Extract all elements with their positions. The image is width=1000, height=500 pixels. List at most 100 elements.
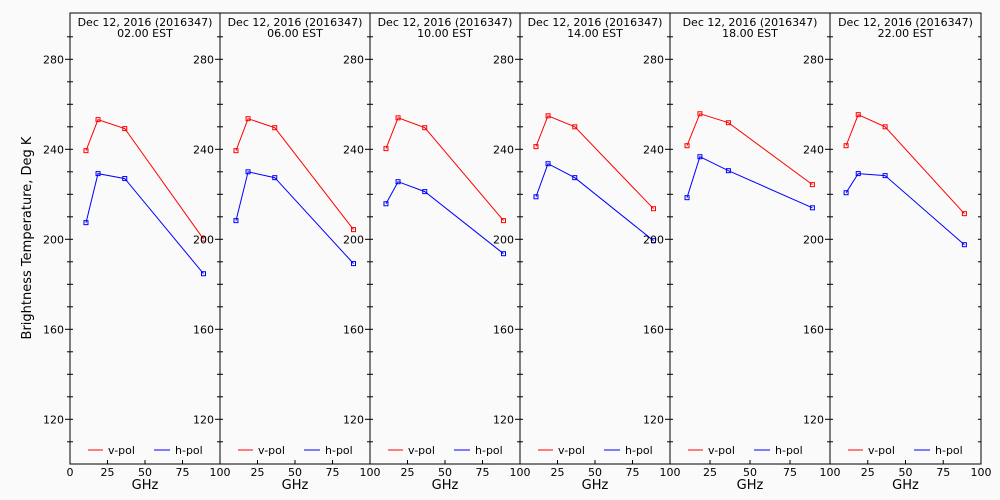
legend-label-h-pol: h-pol xyxy=(625,444,653,457)
series-line-v-pol xyxy=(385,117,504,221)
data-point-v-pol xyxy=(697,111,703,117)
legend-label-h-pol: h-pol xyxy=(935,444,963,457)
data-point-v-pol xyxy=(809,182,815,188)
series-line-h-pol xyxy=(235,171,354,264)
x-tick-label: 50 xyxy=(138,466,152,479)
y-tick-label: 160 xyxy=(643,323,664,336)
data-point-h-pol xyxy=(201,271,206,277)
data-point-h-pol xyxy=(545,161,551,167)
panel-title: Dec 12, 2016 (2016347) xyxy=(378,16,513,29)
data-point-h-pol xyxy=(422,189,428,195)
x-tick-label: 25 xyxy=(251,466,265,479)
series-line-v-pol xyxy=(235,118,354,230)
data-point-h-pol xyxy=(882,173,888,179)
series-line-v-pol xyxy=(686,113,813,186)
series-line-h-pol xyxy=(85,173,204,275)
x-tick-label: 75 xyxy=(783,466,797,479)
x-tick-label: 50 xyxy=(743,466,757,479)
y-tick-label: 240 xyxy=(643,143,664,156)
legend-label-h-pol: h-pol xyxy=(325,444,353,457)
y-tick-label: 120 xyxy=(193,413,214,426)
data-point-h-pol xyxy=(809,205,815,211)
data-point-h-pol xyxy=(684,195,690,201)
legend-label-h-pol: h-pol xyxy=(475,444,503,457)
x-tick-label: 75 xyxy=(176,466,190,479)
data-point-v-pol xyxy=(961,211,967,217)
data-point-h-pol xyxy=(83,220,89,226)
y-tick-label: 160 xyxy=(803,323,824,336)
data-point-v-pol xyxy=(533,144,539,150)
y-tick-label: 200 xyxy=(43,233,64,246)
x-tick-label: 25 xyxy=(101,466,115,479)
x-axis-label: GHz xyxy=(582,478,609,493)
data-point-h-pol xyxy=(95,171,101,177)
legend-label-h-pol: h-pol xyxy=(175,444,203,457)
y-tick-label: 280 xyxy=(803,53,824,66)
data-point-h-pol xyxy=(961,242,967,248)
plot-frame xyxy=(69,12,982,465)
y-tick-label: 280 xyxy=(193,53,214,66)
y-tick-label: 200 xyxy=(803,233,824,246)
series-line-v-pol xyxy=(85,118,204,240)
data-point-h-pol xyxy=(233,218,239,224)
panel-subtitle: 02.00 EST xyxy=(117,27,173,40)
data-point-v-pol xyxy=(233,148,239,154)
y-tick-label: 280 xyxy=(43,53,64,66)
panel-5: 120 160 200 240 280 25 50 75 100 GHz Dec 12, 2016 … xyxy=(643,13,841,493)
panel-title: Dec 12, 2016 (2016347) xyxy=(683,16,818,29)
x-tick-label: 50 xyxy=(899,466,913,479)
panel-subtitle: 06.00 EST xyxy=(267,27,323,40)
legend-label-v-pol: v-pol xyxy=(408,444,435,457)
data-point-h-pol xyxy=(572,175,578,181)
legend-label-v-pol: v-pol xyxy=(558,444,585,457)
legend-label-v-pol: v-pol xyxy=(108,444,135,457)
data-point-v-pol xyxy=(83,148,89,154)
x-tick-label: 100 xyxy=(360,466,381,479)
y-tick-label: 240 xyxy=(803,143,824,156)
x-axis-label: GHz xyxy=(132,478,159,493)
panel-3: 120 160 200 240 280 25 50 75 100 GHz Dec 12, 2016 … xyxy=(343,13,531,493)
data-point-v-pol xyxy=(882,124,888,130)
y-tick-label: 160 xyxy=(343,323,364,336)
data-point-v-pol xyxy=(843,143,849,149)
panel-title: Dec 12, 2016 (2016347) xyxy=(228,16,363,29)
data-point-v-pol xyxy=(501,218,506,224)
series-line-h-pol xyxy=(845,173,965,246)
panel-1: 120 160 200 240 280 0 25 50 75 100 GHz Dec 12, 2016… xyxy=(43,16,231,493)
x-axis-label: GHz xyxy=(282,478,309,493)
y-tick-label: 280 xyxy=(493,53,514,66)
x-tick-label: 50 xyxy=(288,466,302,479)
y-tick-label: 280 xyxy=(643,53,664,66)
y-tick-label: 160 xyxy=(193,323,214,336)
data-point-h-pol xyxy=(351,261,356,267)
panel-title: Dec 12, 2016 (2016347) xyxy=(528,16,663,29)
data-point-v-pol xyxy=(572,124,578,130)
y-tick-label: 240 xyxy=(193,143,214,156)
series-line-h-pol xyxy=(385,181,504,255)
x-tick-label: 0 xyxy=(67,466,74,479)
data-point-h-pol xyxy=(245,169,251,175)
x-tick-label: 25 xyxy=(551,466,565,479)
x-tick-label: 100 xyxy=(660,466,681,479)
panel-title: Dec 12, 2016 (2016347) xyxy=(78,16,213,29)
panel-subtitle: 22.00 EST xyxy=(878,27,934,40)
x-tick-label: 100 xyxy=(820,466,841,479)
data-point-v-pol xyxy=(201,236,206,242)
y-tick-label: 160 xyxy=(43,323,64,336)
data-point-v-pol xyxy=(545,113,551,119)
series-line-v-pol xyxy=(535,115,654,210)
x-tick-label: 100 xyxy=(210,466,231,479)
data-point-h-pol xyxy=(697,154,703,160)
y-tick-label: 200 xyxy=(643,233,664,246)
legend-label-v-pol: v-pol xyxy=(258,444,285,457)
data-point-v-pol xyxy=(684,143,690,149)
data-point-h-pol xyxy=(533,194,539,200)
data-point-h-pol xyxy=(843,190,849,196)
data-point-h-pol xyxy=(725,168,731,174)
x-tick-label: 75 xyxy=(936,466,950,479)
data-point-v-pol xyxy=(422,125,428,131)
y-tick-label: 120 xyxy=(43,413,64,426)
x-axis-label: GHz xyxy=(892,478,919,493)
series-line-h-pol xyxy=(686,155,813,209)
y-tick-label: 160 xyxy=(493,323,514,336)
